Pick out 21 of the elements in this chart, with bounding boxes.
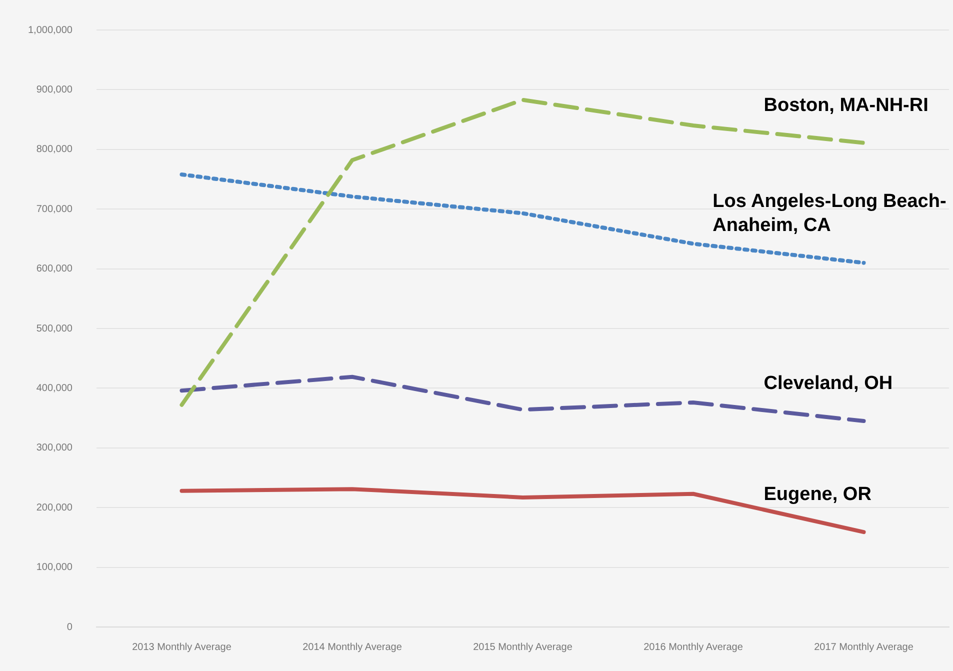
x-tick-label: 2015 Monthly Average [473,642,573,653]
y-tick-label: 600,000 [36,264,73,275]
x-tick-label: 2016 Monthly Average [644,642,744,653]
y-tick-label: 0 [66,622,73,633]
y-tick-label: 800,000 [36,144,73,156]
y-tick-label: 100,000 [36,562,73,574]
x-tick-label: 2013 Monthly Average [132,642,232,653]
y-tick-label: 400,000 [36,382,73,394]
series-label: Los Angeles-Long Beach-Anaheim, CA [712,190,946,236]
x-tick-label: 2017 Monthly Average [814,642,914,653]
y-tick-label: 300,000 [36,442,73,454]
y-tick-label: 500,000 [36,323,73,334]
y-tick-label: 1,000,000 [28,24,73,36]
y-tick-label: 900,000 [36,84,73,96]
series-label: Cleveland, OH [764,373,893,394]
y-tick-label: 700,000 [36,204,73,215]
series-label: Boston, MA-NH-RI [764,94,928,116]
x-tick-label: 2014 Monthly Average [302,642,402,653]
line-series [180,374,866,424]
series-label: Eugene, OR [764,484,872,506]
y-tick-label: 200,000 [36,502,73,514]
